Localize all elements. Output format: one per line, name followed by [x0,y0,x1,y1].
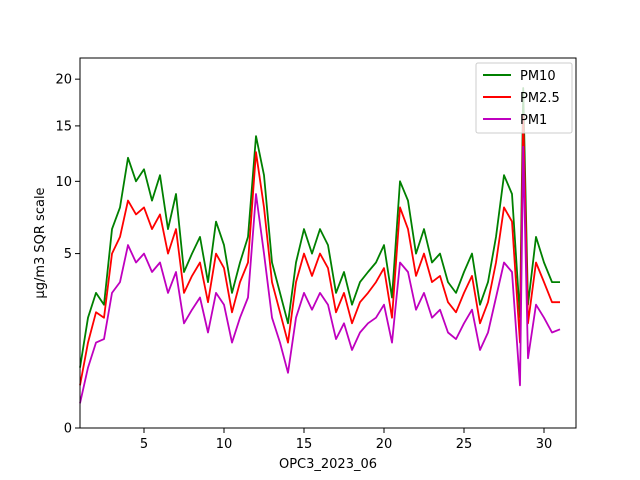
x-ticks: 5 10 15 20 25 30 [140,428,552,452]
legend-label-pm10: PM10 [520,69,556,84]
legend-box [475,62,573,134]
x-tick-label: 30 [536,437,553,452]
x-axis-label: OPC3_2023_06 [279,457,377,472]
legend: PM10 PM2.5 PM1 [475,62,573,134]
legend-label-pm1: PM1 [520,113,547,128]
plot-frame [79,57,577,429]
y-tick-label: 20 [55,73,72,88]
y-tick-label: 10 [55,175,72,190]
x-tick-label: 25 [456,437,473,452]
y-axis-label: µg/m3 SQR scale [33,187,48,298]
y-tick-label: 15 [55,119,72,134]
x-tick-label: 5 [140,437,148,452]
y-ticks: 0 5 10 15 20 [55,73,80,437]
x-tick-label: 15 [296,437,313,452]
x-tick-label: 20 [376,437,393,452]
y-tick-label: 0 [64,422,72,437]
series-line-pm1 [79,145,561,404]
series-line-pm25 [79,115,560,386]
x-tick-label: 10 [216,437,233,452]
series-layer [79,87,561,404]
legend-label-pm25: PM2.5 [520,91,560,106]
y-tick-label: 5 [64,247,72,262]
series-line-pm10 [79,87,560,368]
